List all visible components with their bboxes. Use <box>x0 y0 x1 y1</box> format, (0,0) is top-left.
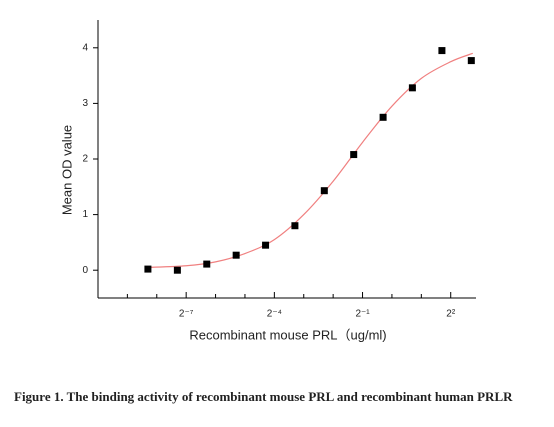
point <box>438 47 446 55</box>
x-tick-label: 2⁻¹ <box>355 309 370 320</box>
point <box>262 241 270 249</box>
point <box>379 113 387 121</box>
y-tick-label: 2 <box>82 154 88 165</box>
point <box>350 151 358 159</box>
x-tick-label: 2⁻⁷ <box>179 309 194 320</box>
fit-curve <box>147 52 473 269</box>
y-tick-label: 1 <box>82 209 88 220</box>
y-tick-label: 0 <box>82 265 88 276</box>
x-tick-label: 2² <box>446 309 456 320</box>
point <box>144 265 152 273</box>
y-tick-label: 4 <box>82 42 88 53</box>
caption: Figure 1. The binding activity of recomb… <box>14 389 513 404</box>
point <box>291 222 299 230</box>
x-axis-label: Recombinant mouse PRL（ug/ml) <box>189 327 386 342</box>
point <box>203 260 211 268</box>
y-axis-label: Mean OD value <box>59 125 74 215</box>
y-tick-label: 3 <box>82 98 88 109</box>
point <box>232 251 240 259</box>
x-tick-label: 2⁻⁴ <box>267 309 282 320</box>
point <box>320 187 328 195</box>
point <box>173 266 181 274</box>
point <box>408 84 416 92</box>
point <box>467 57 475 65</box>
